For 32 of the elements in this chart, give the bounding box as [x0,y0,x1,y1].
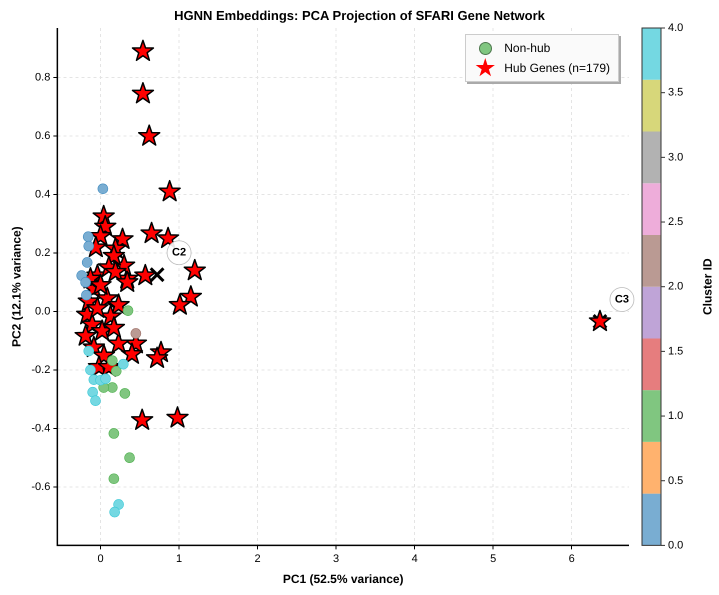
x-tick-label: 0 [97,553,104,566]
x-tick-label: 1 [176,553,182,566]
color-bar-label: 1.5 [668,345,684,358]
legend-label: Non-hub [504,40,550,57]
color-bar-label: 0.5 [668,474,684,487]
legend-label: Hub Genes (n=179) [504,60,610,77]
color-bar-label: 1.0 [668,410,684,422]
chart-title: HGNN Embeddings: PCA Projection of SFARI Gene Network [173,8,546,23]
x-tick-label: 6 [568,553,575,566]
color-bar-label: 2.5 [668,216,684,228]
color-bar-label: 3.0 [668,151,684,164]
color-bar-label: 4.0 [668,22,684,34]
x-tick-label: 4 [412,553,418,566]
y-tick-label: -0.6 [31,480,50,493]
y-tick-label: 0.6 [35,130,50,142]
y-tick-label: 0.8 [35,72,50,84]
x-tick-label: 3 [333,553,340,566]
x-tick-label: 2 [254,553,261,566]
y-axis-title: PC2 (12.1% variance) [10,226,24,348]
annotation: C2 [172,246,186,259]
color-bar-label: 3.5 [668,86,684,99]
x-axis-title: PC1 (52.5% variance) [282,572,404,586]
y-tick-label: 0.0 [35,306,50,318]
color-bar-label: 2.0 [668,280,684,293]
y-tick-label: -0.4 [31,422,50,435]
color-bar-title: Cluster ID [700,258,714,316]
y-tick-label: -0.2 [31,364,50,376]
y-tick-label: 0.2 [35,247,50,260]
annotation: C3 [614,294,629,306]
y-tick-label: 0.4 [35,188,50,201]
x-tick-label: 5 [490,553,496,566]
color-bar-label: 0.0 [668,539,684,552]
